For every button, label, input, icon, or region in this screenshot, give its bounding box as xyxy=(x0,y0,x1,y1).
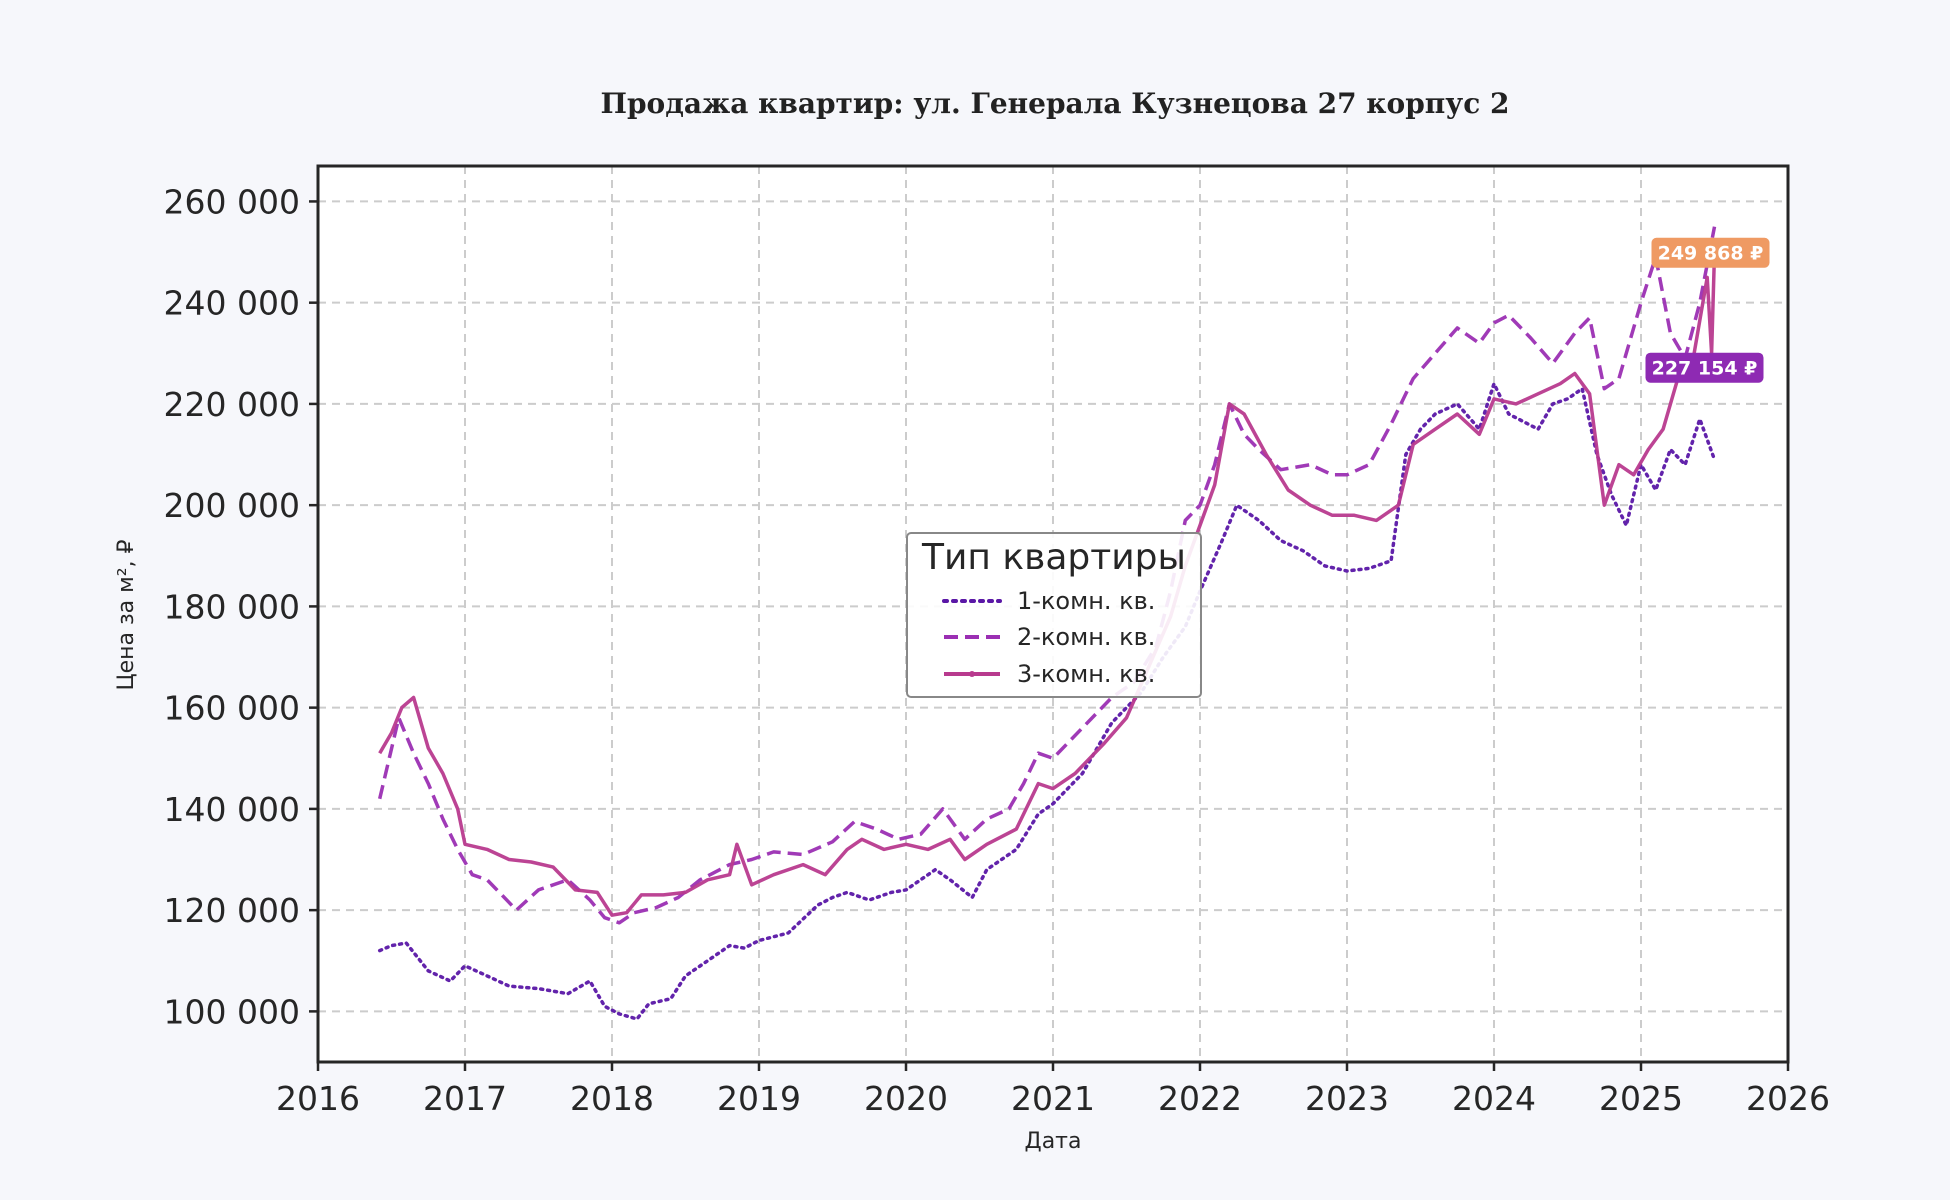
y-tick-label: 100 000 xyxy=(164,992,300,1031)
legend-entry-3room: 3-комн. кв. xyxy=(1017,660,1155,688)
x-tick-label: 2026 xyxy=(1746,1079,1830,1118)
x-tick-label: 2024 xyxy=(1452,1079,1536,1118)
legend-entry-1room: 1-комн. кв. xyxy=(1017,587,1155,615)
series-line-2room xyxy=(377,226,1717,925)
x-axis-label: Дата xyxy=(1025,1129,1082,1154)
y-tick-label: 180 000 xyxy=(164,587,300,626)
x-tick-label: 2016 xyxy=(276,1079,360,1118)
x-tick-label: 2025 xyxy=(1599,1079,1683,1118)
series-line-3room xyxy=(378,252,1717,917)
legend: Тип квартиры 1-комн. кв. 2-комн. кв. 3-к… xyxy=(906,532,1202,698)
value-badge xyxy=(1651,237,1770,268)
x-tick-label: 2018 xyxy=(570,1079,654,1118)
value-badge-label: 227 154 ₽ xyxy=(1652,358,1758,380)
x-tick-label: 2020 xyxy=(864,1079,948,1118)
y-tick-label: 120 000 xyxy=(164,891,300,930)
y-tick-label: 240 000 xyxy=(164,284,300,323)
series-line-1room xyxy=(377,381,1717,1021)
legend-title: Тип квартиры xyxy=(921,537,1186,578)
legend-marker-3room xyxy=(969,671,975,677)
series-layer xyxy=(377,226,1717,1021)
y-tick-label: 200 000 xyxy=(164,486,300,525)
y-tick-label: 260 000 xyxy=(164,182,300,221)
value-badges: 249 868 ₽ 227 154 ₽ xyxy=(1645,237,1770,383)
x-tick-label: 2023 xyxy=(1305,1079,1389,1118)
x-tick-label: 2019 xyxy=(717,1079,801,1118)
x-tick-label: 2021 xyxy=(1011,1079,1095,1118)
ticks: 2016 2017 2018 2019 2020 2021 2022 2023 2024 2025… xyxy=(164,182,1830,1118)
x-tick-label: 2022 xyxy=(1158,1079,1242,1118)
y-axis-label: Цена за м², ₽ xyxy=(114,539,139,690)
x-tick-label: 2017 xyxy=(423,1079,507,1118)
legend-box xyxy=(906,532,1202,698)
chart-title: Продажа квартир: ул. Генерала Кузнецова … xyxy=(601,87,1510,120)
y-tick-label: 160 000 xyxy=(164,689,300,728)
value-badge-label: 249 868 ₽ xyxy=(1658,243,1764,265)
legend-entry-2room: 2-комн. кв. xyxy=(1017,623,1155,651)
y-tick-label: 220 000 xyxy=(164,385,300,424)
y-tick-label: 140 000 xyxy=(164,790,300,829)
value-badge xyxy=(1645,352,1764,383)
